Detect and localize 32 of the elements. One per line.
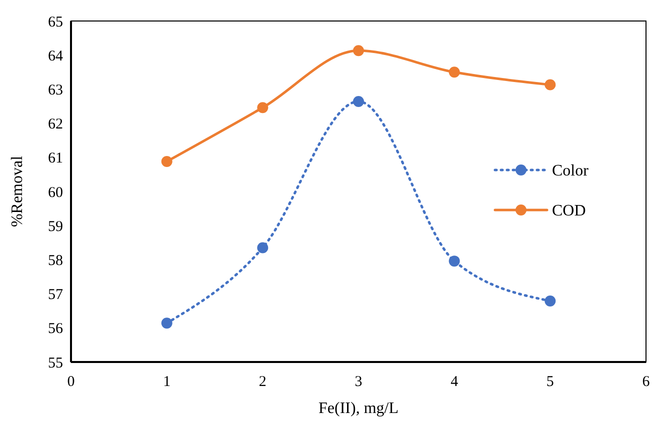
x-tick-label: 1 — [163, 374, 171, 390]
point — [353, 45, 364, 56]
y-tick-label: 64 — [48, 48, 64, 64]
y-tick-label: 57 — [48, 287, 64, 304]
point — [161, 156, 172, 167]
y-tick-label: 59 — [48, 218, 63, 235]
y-tick-label: 65 — [48, 14, 63, 30]
legend-label: Color — [552, 162, 590, 180]
y-tick-label: 63 — [48, 82, 63, 98]
x-tick-label: 0 — [67, 374, 75, 390]
point — [257, 102, 268, 114]
y-tick-label: 61 — [48, 150, 63, 167]
x-axis-title: Fe(II), mg/L — [318, 400, 398, 417]
x-tick-label: 5 — [546, 374, 554, 390]
point — [544, 295, 556, 306]
y-axis-title: %Removal — [9, 155, 26, 228]
point — [544, 79, 556, 90]
y-tick-label: 60 — [48, 184, 63, 201]
y-tick-label: 56 — [48, 321, 64, 338]
x-tick-label: 3 — [354, 374, 362, 390]
x-tick-label: 2 — [258, 374, 266, 390]
point — [448, 256, 460, 267]
x-tick-label: 4 — [450, 374, 459, 390]
point — [161, 318, 172, 329]
x-tick-label: 6 — [642, 374, 650, 390]
y-tick-label: 55 — [48, 355, 63, 372]
point — [353, 96, 364, 107]
y-tick-label: 62 — [48, 116, 63, 133]
point — [257, 242, 268, 254]
y-tick-label: 58 — [48, 252, 63, 269]
point — [448, 66, 460, 78]
legend-label: COD — [552, 202, 586, 220]
